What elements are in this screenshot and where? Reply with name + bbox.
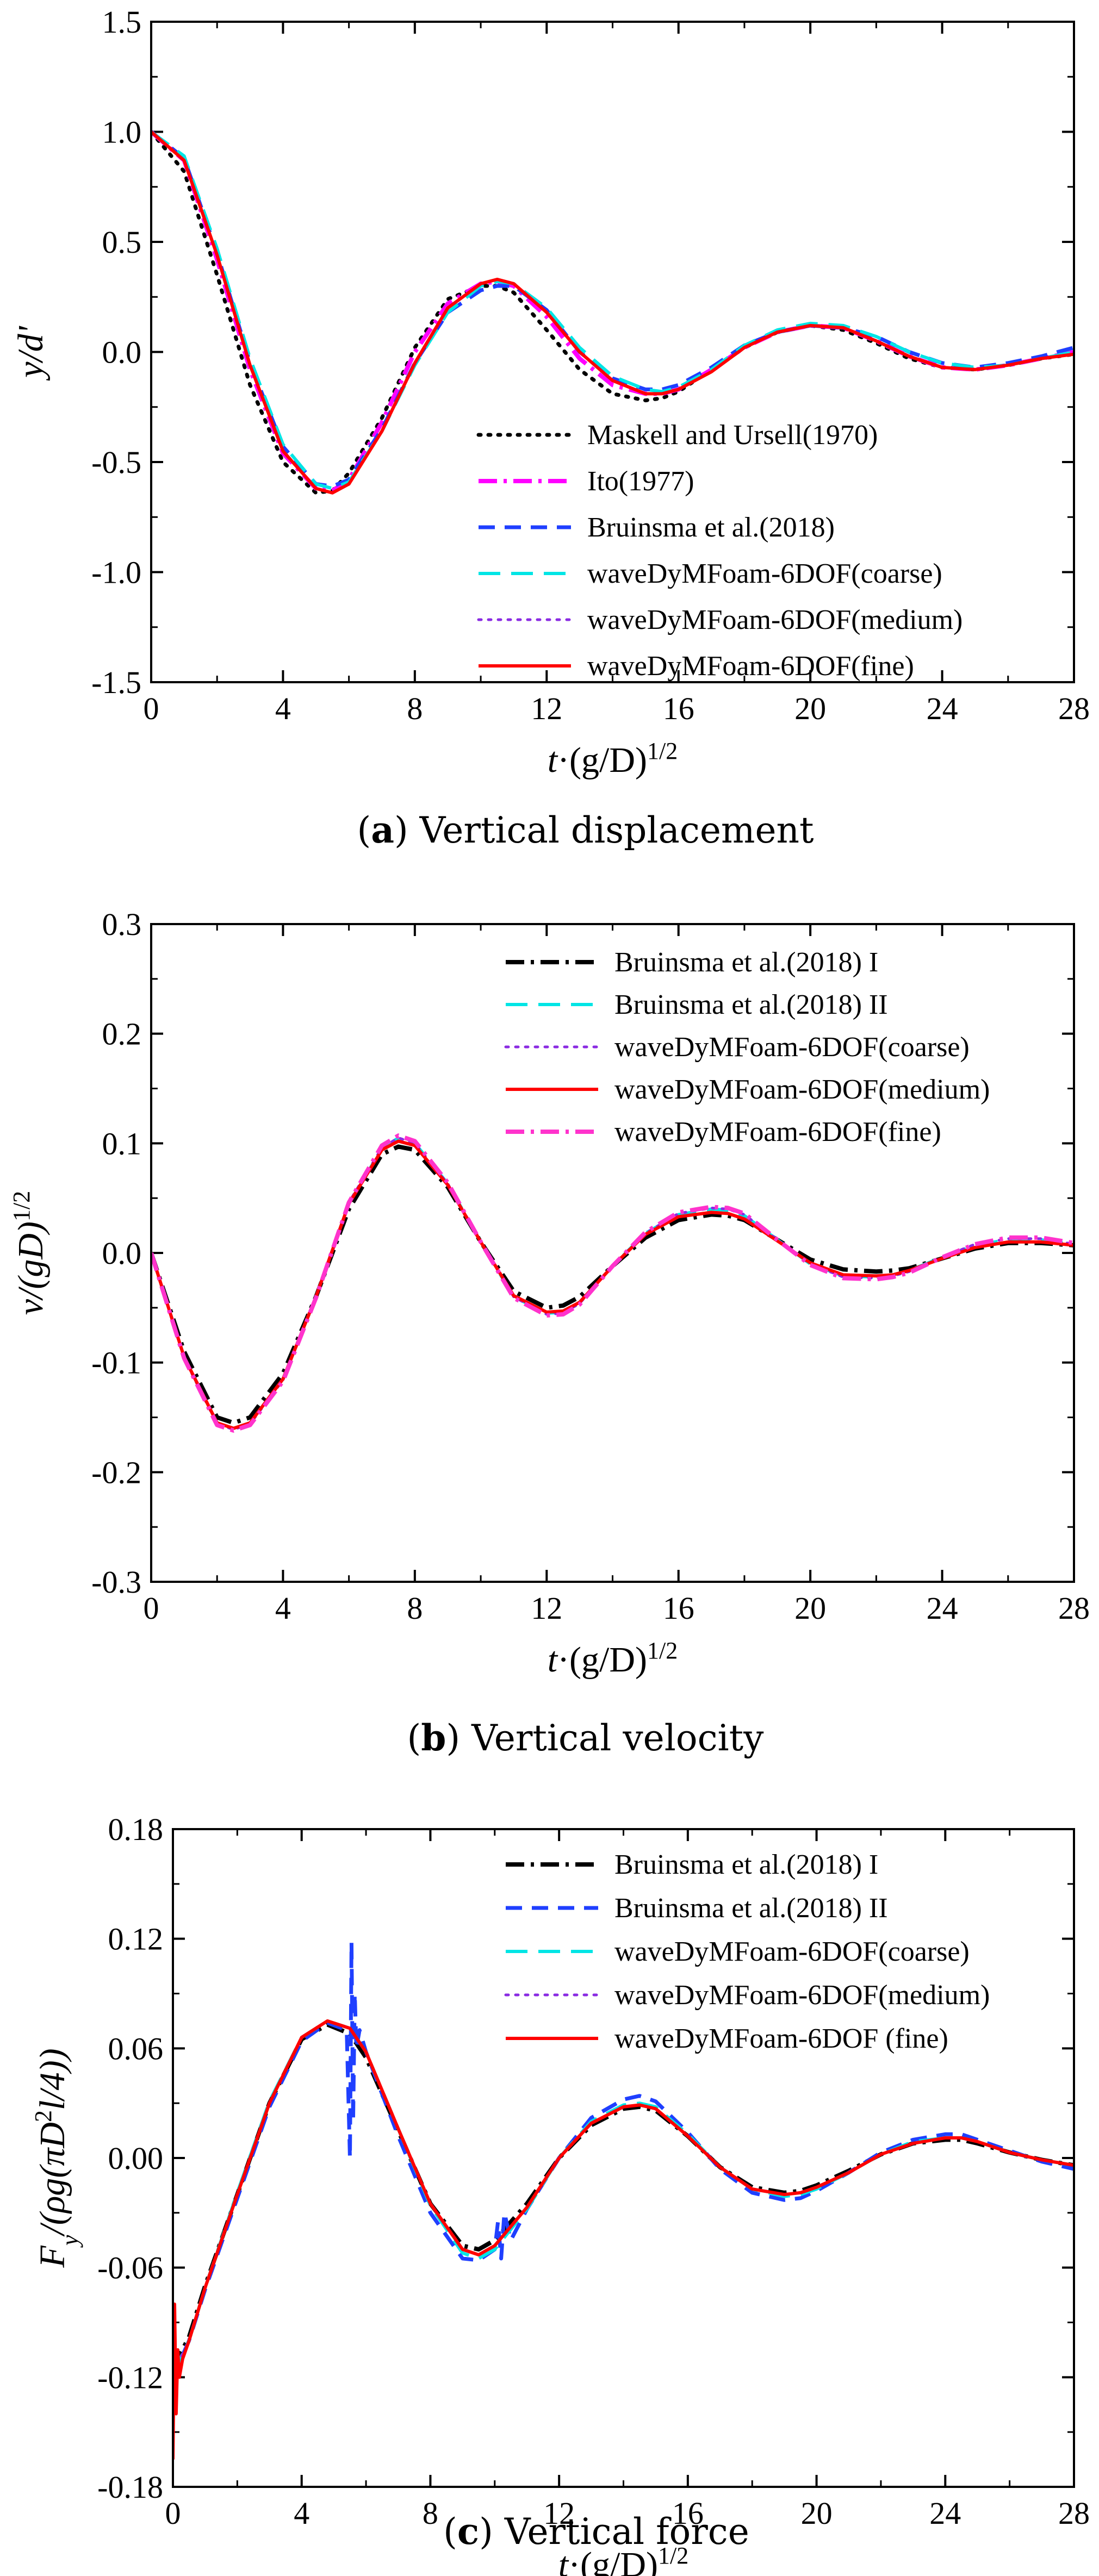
y-tick-label: -0.18: [97, 2469, 163, 2505]
legend-label: Bruinsma et al.(2018) II: [614, 989, 888, 1020]
x-axis-label: t·(g/D)1/2: [548, 738, 678, 781]
legend-label: waveDyMFoam-6DOF(coarse): [614, 1032, 970, 1063]
x-tick-label: 24: [927, 691, 958, 726]
y-tick-label: 0.5: [102, 224, 142, 260]
x-tick-label: 12: [531, 1590, 562, 1626]
figure-caption: (c) Vertical force: [443, 2510, 749, 2553]
y-tick-label: -0.06: [97, 2250, 163, 2286]
y-tick-label: -0.5: [91, 445, 141, 480]
y-axis-label: y/d': [11, 325, 51, 381]
x-tick-label: 20: [801, 2496, 833, 2531]
x-tick-label: 20: [794, 691, 826, 726]
x-tick-label: 8: [407, 1590, 423, 1626]
x-tick-label: 0: [144, 1590, 159, 1626]
x-tick-label: 4: [275, 691, 291, 726]
series-line: [151, 130, 1074, 495]
series-line: [151, 1139, 1074, 1430]
y-tick-label: 0.06: [108, 2031, 164, 2066]
x-tick-label: 8: [407, 691, 423, 726]
y-axis-label: v/(gD)1/2: [8, 1191, 51, 1315]
series-line: [151, 1136, 1074, 1430]
figure-caption: (b) Vertical velocity: [407, 1717, 765, 1759]
legend-label: Bruinsma et al.(2018): [587, 512, 835, 543]
x-tick-label: 0: [144, 691, 159, 726]
legend-label: waveDyMFoam-6DOF(coarse): [614, 1936, 970, 1967]
y-tick-label: 0.12: [108, 1922, 164, 1957]
x-axis-label: t·(g/D)1/2: [548, 1637, 678, 1680]
chart-b: 0 4 8 12 16 20 24 28 -0.3 -0.2 -0.1 0.0 0.1 0.2 0.3 Bru…: [8, 907, 1090, 1759]
series-line: [151, 130, 1074, 495]
y-tick-label: 0.1: [102, 1126, 142, 1161]
y-tick-label: 0.0: [102, 335, 142, 370]
legend: Bruinsma et al.(2018) I Bruinsma et al.(2…: [504, 1849, 990, 2054]
y-tick-label: 0.0: [102, 1236, 142, 1271]
x-tick-label: 12: [543, 2496, 575, 2531]
x-tick-label: 28: [1058, 691, 1090, 726]
series-line: [151, 1136, 1074, 1431]
x-tick-label: 28: [1058, 2496, 1090, 2531]
x-axis-label: t·(g/D)1/2: [558, 2542, 689, 2576]
legend-label: waveDyMFoam-6DOF(medium): [614, 1980, 990, 2011]
legend-label: waveDyMFoam-6DOF(medium): [587, 604, 963, 635]
series-line: [151, 1133, 1074, 1433]
series-line: [151, 130, 1074, 490]
legend-label: Bruinsma et al.(2018) I: [614, 947, 878, 978]
y-tick-label: 1.0: [102, 115, 142, 150]
x-tick-label: 12: [531, 691, 562, 726]
plot-frame: [150, 21, 1075, 683]
legend-label: Ito(1977): [587, 466, 694, 497]
x-tick-label: 24: [927, 1590, 958, 1626]
legend-label: waveDyMFoam-6DOF (fine): [614, 2023, 948, 2054]
chart-a: 0 4 8 12 16 20 24 28 -1.5 -1.0 -0.5 0.0 0.5 1.0 1.5 Mas…: [11, 4, 1090, 851]
x-tick-label: 16: [663, 1590, 694, 1626]
legend-label: waveDyMFoam-6DOF(coarse): [587, 558, 942, 589]
x-tick-label: 20: [794, 1590, 826, 1626]
y-tick-label: 0.18: [108, 1812, 164, 1847]
x-tick-label: 0: [165, 2496, 181, 2531]
y-tick-label: 0.3: [102, 907, 142, 942]
legend-label: waveDyMFoam-6DOF(fine): [587, 651, 914, 682]
legend: Maskell and Ursell(1970) Ito(1977) Bruinsm…: [476, 420, 963, 682]
y-tick-label: -1.5: [91, 665, 141, 700]
y-tick-label: -0.1: [91, 1345, 141, 1381]
legend-label: waveDyMFoam-6DOF(medium): [614, 1074, 990, 1105]
y-tick-label: -0.12: [97, 2360, 163, 2395]
x-tick-label: 16: [663, 691, 694, 726]
legend-label: Bruinsma et al.(2018) I: [614, 1849, 878, 1880]
x-tick-label: 4: [275, 1590, 291, 1626]
series-line: [173, 2019, 1074, 2460]
x-tick-label: 8: [423, 2496, 438, 2531]
series-line: [151, 1144, 1074, 1425]
legend: Bruinsma et al.(2018) I Bruinsma et al.(2…: [504, 947, 990, 1147]
x-tick-label: 24: [929, 2496, 961, 2531]
legend-label: waveDyMFoam-6DOF(fine): [614, 1117, 941, 1147]
x-tick-label: 28: [1058, 1590, 1090, 1626]
y-tick-label: 0.00: [108, 2141, 164, 2176]
series-line: [173, 2022, 1074, 2369]
plot-frame: [172, 1828, 1075, 2488]
x-tick-label: 16: [672, 2496, 704, 2531]
series-line: [173, 2019, 1074, 2374]
figure-caption: (a) Vertical displacement: [357, 809, 814, 851]
y-tick-label: 0.2: [102, 1016, 142, 1052]
chart-c: 0 4 8 12 16 20 24 28 -0.18 -0.12 -0.06 0.00 0.06 0.12…: [30, 1812, 1090, 2576]
legend-label: Maskell and Ursell(1970): [587, 420, 878, 451]
y-tick-label: -1.0: [91, 555, 141, 590]
legend-label: Bruinsma et al.(2018) II: [614, 1893, 888, 1924]
y-axis-label: Fy/(ρg(πD2l/4)): [30, 2048, 83, 2268]
x-tick-label: 4: [294, 2496, 309, 2531]
y-tick-label: 1.5: [102, 4, 142, 40]
y-tick-label: -0.2: [91, 1455, 141, 1490]
series-line: [173, 2019, 1074, 2375]
plot-frame: [150, 923, 1075, 1583]
y-tick-label: -0.3: [91, 1564, 141, 1600]
